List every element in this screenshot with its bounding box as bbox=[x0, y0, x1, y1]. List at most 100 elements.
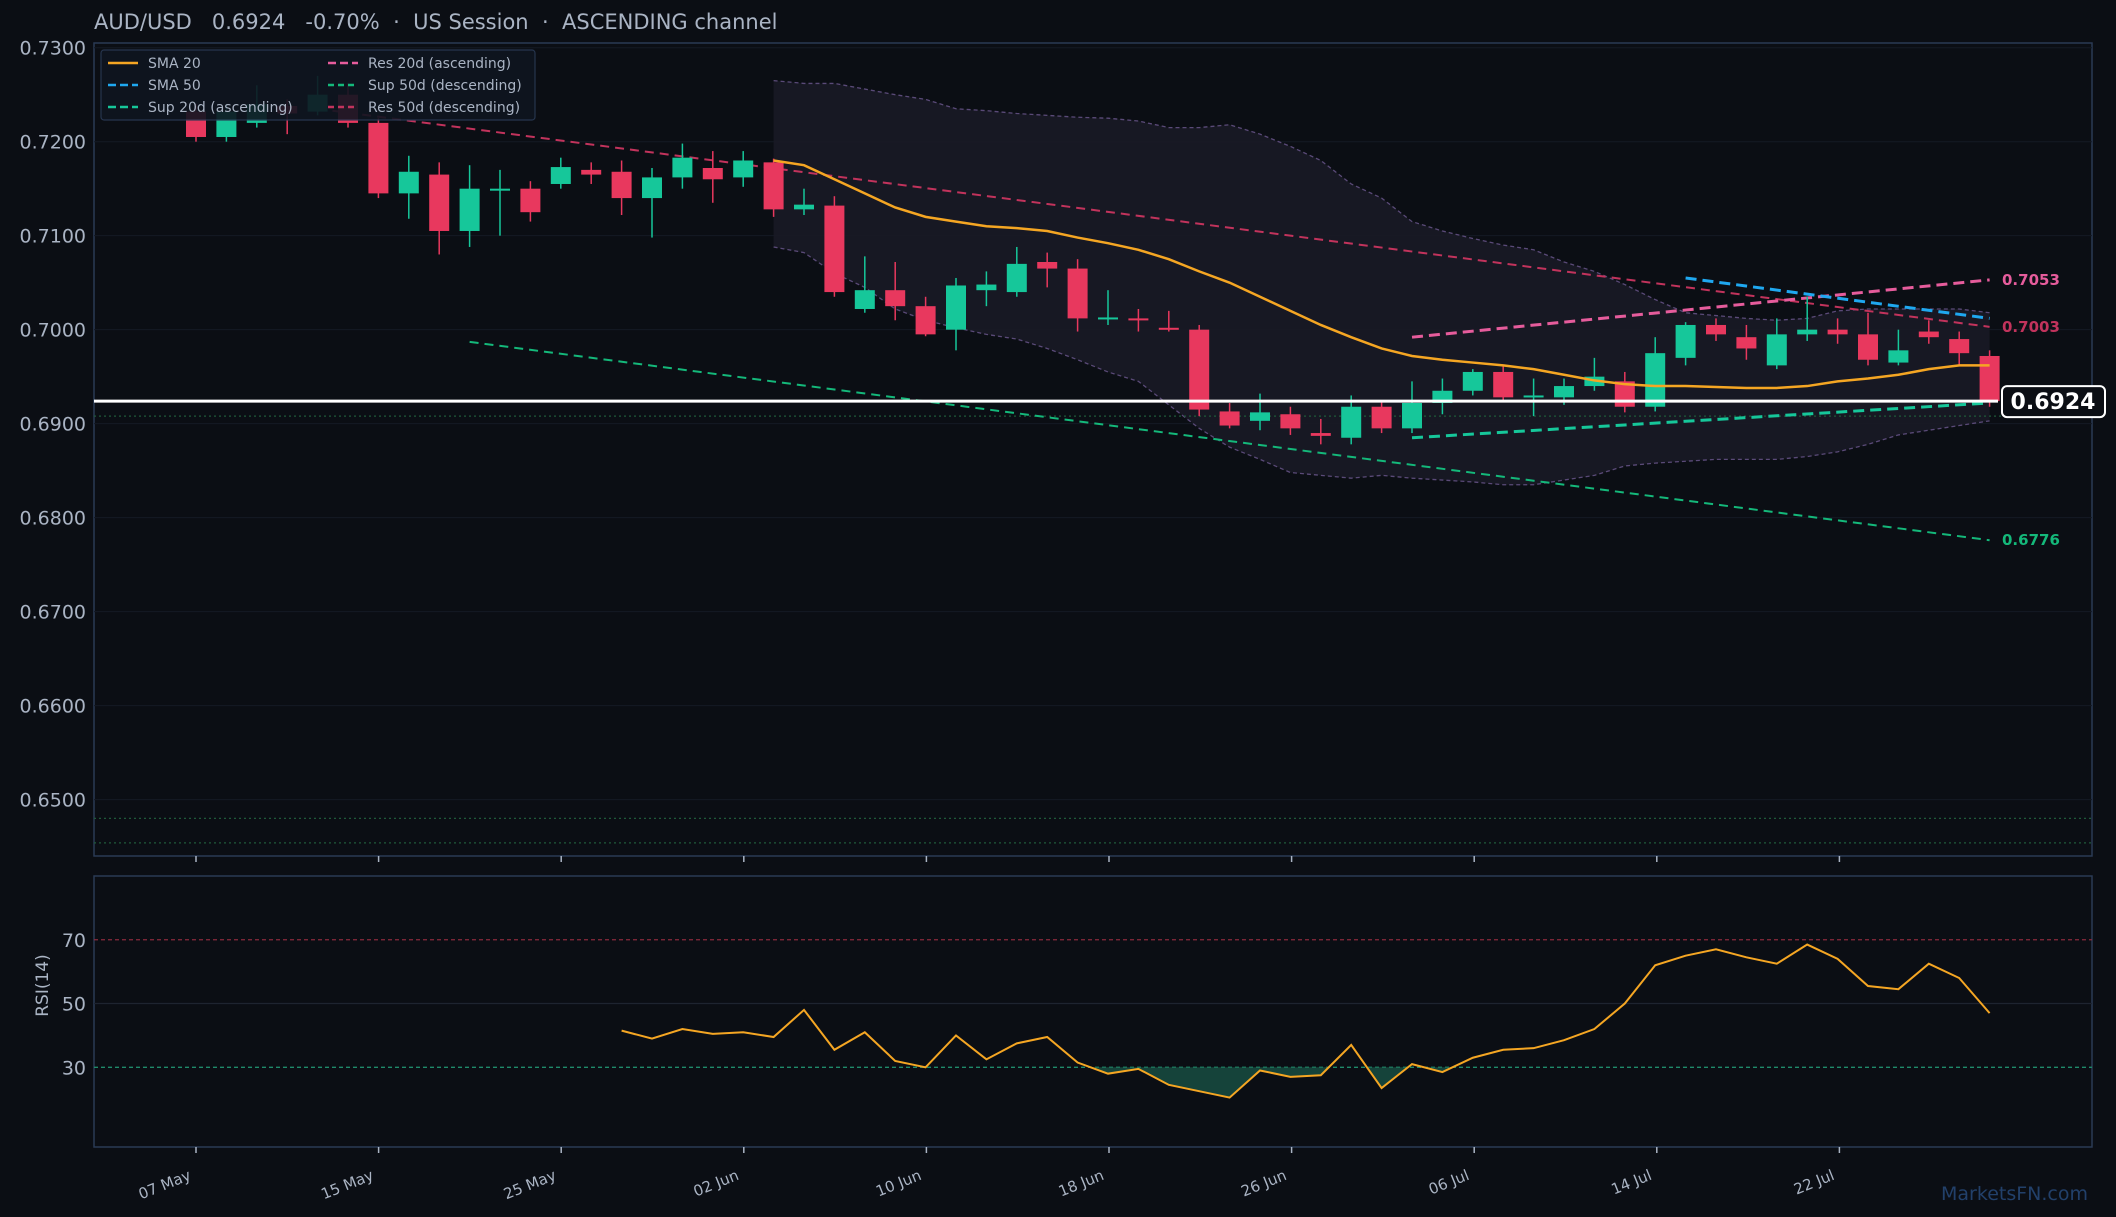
candle-body bbox=[1949, 339, 1970, 354]
legend-label: Sup 20d (ascending) bbox=[148, 100, 293, 116]
res-50d-line bbox=[317, 107, 1990, 328]
legend-label: SMA 50 bbox=[148, 78, 201, 94]
rsi-panel: 70 50 30 RSI(14) bbox=[33, 875, 2093, 1148]
date-tick-label: 14 Jul bbox=[1609, 1166, 1655, 1198]
trend-lines: 0.7053 0.7003 0.6776 bbox=[317, 107, 2060, 549]
date-tick-label: 06 Jul bbox=[1426, 1166, 1472, 1198]
candle-body bbox=[824, 205, 845, 293]
price-tick-label: 0.7200 bbox=[20, 132, 86, 154]
candle-body bbox=[1158, 327, 1179, 330]
candle-body bbox=[1493, 371, 1514, 398]
candle-body bbox=[1918, 331, 1939, 338]
candle-body bbox=[398, 171, 419, 194]
candle-body bbox=[520, 188, 541, 213]
candle-body bbox=[429, 174, 450, 231]
rsi-panel-frame bbox=[93, 875, 2093, 1148]
candle-body bbox=[490, 188, 510, 191]
sup-20d-line bbox=[1411, 401, 1990, 440]
candle-body bbox=[1766, 334, 1787, 366]
line-end-label: 0.7003 bbox=[2002, 318, 2060, 336]
price-tick-label: 0.7300 bbox=[20, 38, 86, 60]
candle-body bbox=[1341, 406, 1362, 438]
date-tick-label: 18 Jun bbox=[1056, 1166, 1107, 1200]
candle-body bbox=[1979, 355, 2000, 402]
rsi-content bbox=[621, 943, 1991, 1099]
line-end-label: 0.6776 bbox=[2002, 531, 2060, 549]
candle-body bbox=[1675, 324, 1696, 358]
legend-label: Sup 50d (descending) bbox=[368, 78, 522, 94]
date-axis: 07 May 15 May 25 May 02 Jun 10 Jun 18 Jun 26 J… bbox=[136, 1147, 1841, 1203]
candle-body bbox=[854, 290, 875, 309]
price-tick-label: 0.7000 bbox=[20, 320, 86, 342]
candle-body bbox=[581, 169, 602, 175]
candle-body bbox=[1523, 395, 1544, 398]
lower-band bbox=[773, 246, 1990, 486]
candle-body bbox=[1797, 329, 1818, 335]
candle-body bbox=[459, 188, 480, 231]
candle-body bbox=[1250, 412, 1270, 421]
price-axis: 0.7300 0.7200 0.7100 0.7000 0.6900 0.6800 0.67… bbox=[20, 38, 1841, 862]
date-tick-label: 26 Jun bbox=[1239, 1166, 1290, 1200]
band-fill bbox=[773, 80, 1990, 485]
watermark: MarketsFN.com bbox=[1941, 1183, 2088, 1205]
change-label: -0.70% bbox=[305, 10, 380, 34]
date-tick-label: 02 Jun bbox=[691, 1166, 742, 1200]
candle-body bbox=[1827, 329, 1848, 335]
price-grid bbox=[94, 47, 2092, 801]
candle-body bbox=[1736, 337, 1757, 349]
candle-body bbox=[763, 162, 784, 210]
channel-label: ASCENDING channel bbox=[562, 10, 778, 34]
legend-label: SMA 20 bbox=[148, 56, 201, 72]
sma-20-line bbox=[773, 159, 1990, 390]
date-tick-label: 22 Jul bbox=[1791, 1166, 1837, 1198]
price-tick-label: 0.6900 bbox=[20, 414, 86, 436]
candle-body bbox=[642, 177, 662, 199]
line-end-label: 0.7053 bbox=[2002, 271, 2060, 289]
candle-body bbox=[946, 285, 966, 330]
rsi-tick-label: 50 bbox=[62, 994, 86, 1016]
bollinger-bands bbox=[773, 79, 1990, 486]
candle-body bbox=[1310, 433, 1331, 436]
candle-body bbox=[1888, 350, 1909, 363]
oversold-fill bbox=[1366, 1067, 1408, 1089]
price-tick-label: 0.7100 bbox=[20, 226, 86, 248]
candle-body bbox=[368, 122, 389, 194]
sup-50d-line bbox=[469, 340, 1990, 542]
candle-body bbox=[976, 284, 997, 291]
candle-body bbox=[1128, 318, 1149, 321]
price-tick-label: 0.6700 bbox=[20, 602, 86, 624]
candle-body bbox=[1037, 261, 1058, 269]
candle-body bbox=[611, 171, 632, 199]
candle-body bbox=[1554, 386, 1574, 398]
candle-body bbox=[672, 157, 693, 178]
date-tick-label: 10 Jun bbox=[873, 1166, 924, 1200]
price-label: 0.6924 bbox=[211, 10, 286, 34]
separator: · bbox=[393, 10, 400, 34]
moving-averages bbox=[773, 159, 1990, 390]
upper-band bbox=[773, 79, 1990, 321]
current-price-box bbox=[2001, 385, 2106, 419]
legend: SMA 20 SMA 50 Sup 20d (ascending) Res 20d (… bbox=[100, 49, 536, 121]
date-tick-label: 07 May bbox=[136, 1166, 194, 1203]
candle-body bbox=[1462, 371, 1483, 391]
pair-label: AUD/USD bbox=[94, 10, 192, 34]
price-tick-label: 0.6600 bbox=[20, 696, 86, 718]
separator: · bbox=[541, 10, 549, 34]
candle-body bbox=[1189, 329, 1210, 410]
candle-body bbox=[1067, 268, 1088, 319]
chart-title: AUD/USD 0.6924 -0.70% · US Session · ASC… bbox=[94, 10, 777, 34]
res-20d-line bbox=[1411, 278, 1990, 339]
rsi-tick-label: 70 bbox=[62, 930, 86, 952]
legend-label: Res 20d (ascending) bbox=[368, 56, 511, 72]
legend-label: Res 50d (descending) bbox=[368, 100, 520, 116]
candle-body bbox=[702, 168, 723, 180]
rsi-tick-label: 30 bbox=[62, 1057, 86, 1079]
sma-50-line bbox=[1685, 276, 1990, 320]
candle-body bbox=[1706, 324, 1726, 335]
current-price-label: 0.6924 bbox=[2011, 390, 2096, 415]
candle-body bbox=[1371, 406, 1392, 429]
candle-body bbox=[1645, 353, 1666, 407]
price-tick-label: 0.6800 bbox=[20, 508, 86, 530]
price-tick-label: 0.6500 bbox=[20, 790, 86, 812]
